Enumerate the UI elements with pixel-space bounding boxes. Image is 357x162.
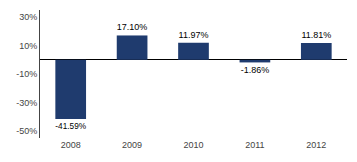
svg-text:-30%: -30% bbox=[16, 98, 37, 108]
svg-text:-1.86%: -1.86% bbox=[241, 65, 270, 75]
svg-text:2009: 2009 bbox=[122, 140, 142, 150]
svg-text:2008: 2008 bbox=[61, 140, 81, 150]
svg-text:2011: 2011 bbox=[245, 140, 264, 150]
svg-text:2010: 2010 bbox=[183, 140, 203, 150]
svg-text:11.81%: 11.81% bbox=[301, 30, 331, 40]
svg-text:-41.59%: -41.59% bbox=[55, 122, 86, 131]
svg-text:11.97%: 11.97% bbox=[179, 30, 209, 40]
svg-text:2012: 2012 bbox=[306, 140, 326, 150]
svg-text:10%: 10% bbox=[19, 41, 37, 51]
svg-text:17.10%: 17.10% bbox=[117, 22, 148, 32]
svg-text:30%: 30% bbox=[19, 12, 37, 22]
svg-text:-50%: -50% bbox=[16, 126, 37, 136]
svg-text:-10%: -10% bbox=[16, 69, 37, 79]
